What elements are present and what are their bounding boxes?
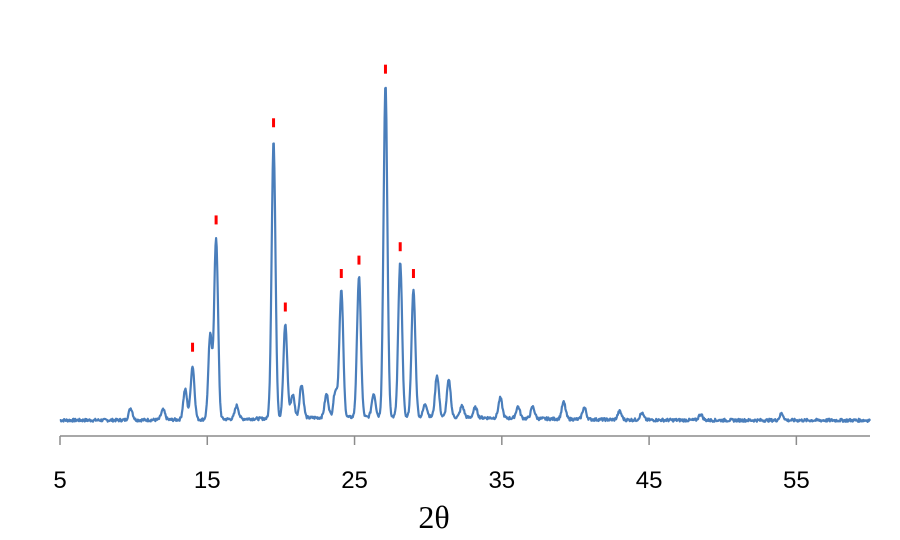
peak-markers — [191, 64, 415, 352]
x-axis-tick-labels: 5 15 25 35 45 55 — [53, 467, 809, 494]
x-tick-label: 5 — [53, 467, 66, 494]
x-tick-label: 15 — [194, 467, 221, 494]
x-tick-label: 35 — [488, 467, 515, 494]
x-axis-ticks — [59, 436, 798, 445]
x-axis-label: 2θ — [418, 499, 449, 535]
x-tick-label: 25 — [341, 467, 368, 494]
x-tick-label: 55 — [783, 467, 810, 494]
x-tick-label: 45 — [636, 467, 663, 494]
series-line — [59, 86, 871, 423]
